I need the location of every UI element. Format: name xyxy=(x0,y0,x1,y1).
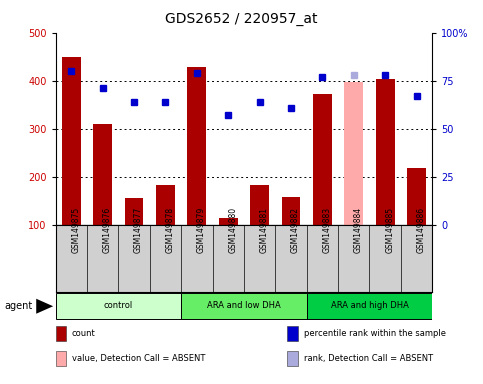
Text: value, Detection Call = ABSENT: value, Detection Call = ABSENT xyxy=(72,354,205,363)
Bar xyxy=(219,218,238,225)
Text: GSM149885: GSM149885 xyxy=(385,207,394,253)
Bar xyxy=(307,293,432,319)
Text: ARA and low DHA: ARA and low DHA xyxy=(207,301,281,310)
Text: GSM149876: GSM149876 xyxy=(103,207,112,253)
Bar xyxy=(250,185,269,225)
Bar xyxy=(187,67,206,225)
Bar xyxy=(56,293,181,319)
Text: GDS2652 / 220957_at: GDS2652 / 220957_at xyxy=(165,12,318,25)
Bar xyxy=(344,82,363,225)
Text: GSM149875: GSM149875 xyxy=(71,207,80,253)
Bar xyxy=(156,185,175,225)
Bar xyxy=(62,57,81,225)
Text: count: count xyxy=(72,329,96,338)
Text: percentile rank within the sample: percentile rank within the sample xyxy=(304,329,446,338)
Text: GSM149878: GSM149878 xyxy=(165,207,174,253)
Text: GSM149882: GSM149882 xyxy=(291,207,300,253)
Text: GSM149877: GSM149877 xyxy=(134,207,143,253)
Bar xyxy=(282,197,300,225)
Text: rank, Detection Call = ABSENT: rank, Detection Call = ABSENT xyxy=(304,354,433,363)
Bar xyxy=(93,124,112,225)
Text: GSM149884: GSM149884 xyxy=(354,207,363,253)
Text: GSM149886: GSM149886 xyxy=(416,207,426,253)
Text: control: control xyxy=(104,301,133,310)
Text: agent: agent xyxy=(5,301,33,311)
Text: GSM149881: GSM149881 xyxy=(260,207,269,253)
Bar xyxy=(125,198,143,225)
Text: GSM149879: GSM149879 xyxy=(197,207,206,253)
Polygon shape xyxy=(36,299,53,314)
Bar xyxy=(407,169,426,225)
Bar xyxy=(376,79,395,225)
Bar xyxy=(181,293,307,319)
Text: GSM149883: GSM149883 xyxy=(323,207,331,253)
Text: ARA and high DHA: ARA and high DHA xyxy=(330,301,409,310)
Bar xyxy=(313,94,332,225)
Text: GSM149880: GSM149880 xyxy=(228,207,237,253)
